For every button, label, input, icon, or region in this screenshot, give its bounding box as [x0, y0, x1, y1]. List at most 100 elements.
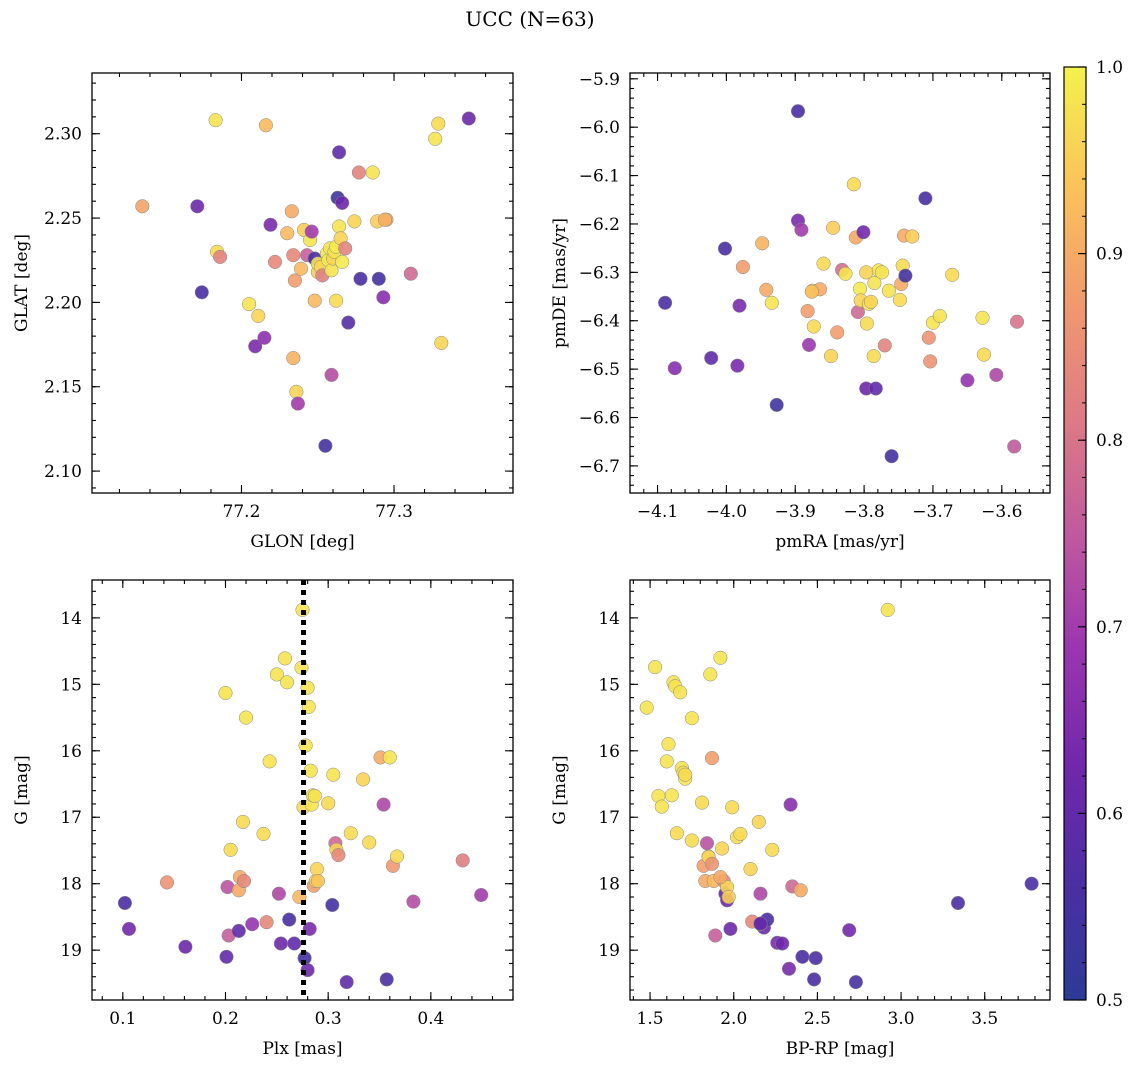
- axes-frame: [91, 579, 514, 1001]
- scatter-point: [287, 936, 302, 951]
- scatter-point: [989, 367, 1004, 382]
- x-tick-label: 0.1: [109, 1009, 136, 1029]
- scatter-point: [877, 338, 892, 353]
- scatter-point: [339, 975, 354, 990]
- scatter-point: [238, 710, 254, 725]
- y-tick-label: 18: [598, 875, 620, 895]
- x-tick-label: 2.5: [804, 1009, 831, 1029]
- scatter-point: [781, 961, 797, 976]
- scatter-point: [976, 347, 991, 362]
- scatter-point: [725, 800, 740, 815]
- scatter-point: [403, 266, 418, 281]
- y-tick-label: 2.15: [44, 378, 82, 398]
- scatter-point: [717, 241, 733, 256]
- axes-frame: [629, 72, 1051, 494]
- scatter-point: [431, 116, 446, 131]
- scatter-point: [208, 113, 223, 128]
- scatter-point: [307, 293, 322, 308]
- scatter-points: [135, 111, 476, 453]
- scatter-point: [932, 308, 947, 323]
- y-tick-label: 18: [60, 875, 82, 895]
- y-tick-label: 16: [598, 742, 620, 762]
- scatter-point: [975, 310, 990, 325]
- scatter-point: [800, 304, 815, 319]
- scatter-point: [251, 308, 266, 323]
- scatter-point: [282, 912, 297, 927]
- scatter-point: [347, 214, 362, 229]
- scatter-point: [455, 853, 470, 868]
- y-tick-label: 17: [60, 808, 82, 828]
- scatter-point: [280, 226, 295, 241]
- y-tick-label: −6.5: [579, 360, 620, 380]
- scatter-point: [245, 917, 260, 932]
- scatter-point: [376, 290, 391, 305]
- scatter-point: [231, 923, 246, 938]
- scatter-point: [884, 449, 899, 464]
- x-axis-label: GLON [deg]: [250, 532, 354, 552]
- scatter-point: [755, 236, 770, 251]
- scatter-point: [351, 165, 366, 180]
- x-tick-label: 77.2: [223, 502, 261, 522]
- scatter-point: [830, 325, 845, 340]
- y-tick-label: −6.3: [579, 263, 620, 283]
- scatter-point: [846, 177, 861, 192]
- scatter-point: [654, 799, 669, 814]
- scatter-point: [823, 349, 839, 364]
- y-axis-label: G [mag]: [12, 755, 32, 824]
- x-axis-label: pmRA [mas/yr]: [775, 532, 904, 552]
- scatter-point: [287, 273, 302, 288]
- x-tick-label: −4.0: [706, 502, 747, 522]
- scatter-point: [759, 282, 774, 297]
- y-tick-label: 19: [598, 941, 620, 961]
- scatter-point: [808, 951, 823, 966]
- scatter-point: [178, 939, 193, 954]
- scatter-point: [735, 259, 750, 275]
- scatter-point: [765, 842, 780, 857]
- scatter-point: [881, 283, 896, 298]
- y-tick-label: 16: [60, 742, 82, 762]
- scatter-point: [838, 266, 853, 281]
- scatter-point: [723, 921, 738, 936]
- scatter-point: [329, 293, 344, 308]
- scatter-point: [434, 335, 449, 350]
- scatter-point: [733, 826, 748, 841]
- colorbar-tick-label: 0.6: [1096, 804, 1123, 824]
- scatter-point: [271, 886, 286, 901]
- x-tick-label: 1.5: [637, 1009, 664, 1029]
- scatter-point: [307, 788, 322, 804]
- x-tick-label: 3.0: [888, 1009, 915, 1029]
- x-tick-label: −4.1: [637, 502, 678, 522]
- scatter-point: [868, 381, 883, 396]
- scatter-point: [659, 754, 674, 769]
- y-tick-label: 2.30: [44, 125, 82, 145]
- scatter-point: [704, 751, 720, 766]
- scatter-point: [263, 217, 278, 232]
- scatter-point: [280, 675, 295, 690]
- scatter-point: [376, 797, 391, 812]
- scatter-point: [341, 315, 356, 330]
- scatter-point: [743, 862, 758, 877]
- scatter-point: [321, 796, 336, 811]
- scatter-point: [324, 367, 339, 382]
- scatter-point: [753, 916, 768, 931]
- scatter-point: [286, 351, 301, 366]
- scatter-point: [309, 862, 324, 877]
- scatter-point: [338, 241, 353, 256]
- scatter-point: [793, 883, 808, 898]
- scatter-point: [286, 248, 301, 263]
- scatter-point: [863, 294, 879, 309]
- scatter-point: [775, 936, 790, 951]
- scatter-point: [678, 767, 693, 782]
- scatter-point: [730, 358, 745, 373]
- scatter-point: [335, 195, 350, 210]
- colorbar-tick-label: 0.9: [1096, 245, 1123, 265]
- scatter-point: [325, 897, 340, 913]
- scatter-point: [259, 915, 274, 930]
- scatter-point: [960, 373, 975, 388]
- scatter-point: [801, 337, 817, 352]
- axis-ticks: [92, 73, 513, 493]
- y-axis-label: GLAT [deg]: [12, 234, 32, 332]
- scatter-point: [856, 225, 871, 240]
- scatter-point: [703, 667, 718, 682]
- scatter-point: [213, 249, 228, 264]
